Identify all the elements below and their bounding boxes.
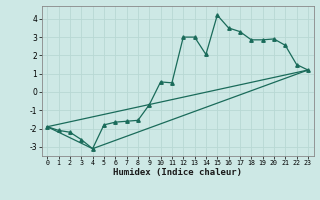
X-axis label: Humidex (Indice chaleur): Humidex (Indice chaleur) — [113, 168, 242, 177]
